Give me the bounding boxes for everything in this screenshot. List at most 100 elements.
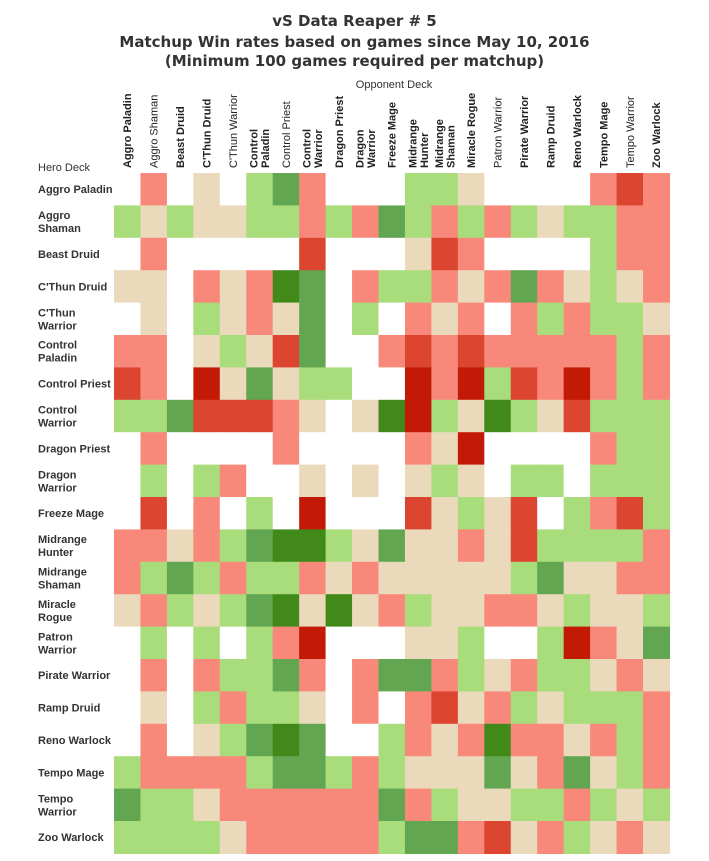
heatmap-cell (352, 821, 380, 854)
heatmap-cell (378, 205, 406, 239)
heatmap-cell (510, 821, 538, 854)
heatmap-cell (537, 788, 565, 822)
heatmap-cell (616, 205, 644, 239)
heatmap-cell (325, 497, 353, 530)
heatmap-cell (643, 367, 671, 401)
heatmap-cell (590, 626, 618, 660)
heatmap-cell (563, 788, 591, 822)
heatmap-cell (193, 723, 221, 757)
heatmap-cell (457, 723, 485, 757)
heatmap-cell (510, 561, 538, 595)
column-label: Warrior (366, 129, 378, 168)
column-label: Dragon Priest (334, 96, 346, 168)
heatmap-cell (272, 270, 300, 304)
heatmap-cell (166, 723, 194, 757)
heatmap-cell (590, 367, 618, 401)
heatmap-cell (404, 756, 432, 790)
heatmap-cell (166, 821, 194, 854)
heatmap-cell (325, 432, 353, 466)
heatmap-cell (219, 626, 247, 660)
heatmap-cell (193, 367, 221, 401)
heatmap-cell (484, 659, 512, 692)
heatmap-cell (378, 756, 406, 790)
heatmap-cell (457, 335, 485, 368)
heatmap-cell (166, 367, 194, 401)
heatmap-cell (590, 756, 618, 790)
heatmap-cell (193, 626, 221, 660)
heatmap-cell (431, 561, 459, 595)
heatmap-cell (563, 561, 591, 595)
heatmap-cell (484, 561, 512, 595)
heatmap-cell (537, 367, 565, 401)
heatmap-cell (352, 626, 380, 660)
heatmap-cell (193, 529, 221, 563)
heatmap-cell (484, 335, 512, 368)
heatmap-cell (484, 432, 512, 466)
heatmap-cell (272, 821, 300, 854)
heatmap-cell (140, 335, 168, 368)
heatmap-cell (378, 335, 406, 368)
heatmap-cell (431, 529, 459, 563)
heatmap-cell (563, 237, 591, 271)
heatmap-cell (219, 561, 247, 595)
row-label: Warrior (38, 418, 77, 430)
heatmap-cell (643, 432, 671, 466)
heatmap-cell (643, 821, 671, 854)
heatmap-cell (378, 691, 406, 725)
heatmap-cell (140, 399, 168, 433)
heatmap-cell (272, 788, 300, 822)
heatmap-cell (325, 237, 353, 271)
heatmap-cell (431, 594, 459, 628)
heatmap-cell (563, 723, 591, 757)
row-label: Control (38, 340, 77, 352)
heatmap-cell (616, 237, 644, 271)
heatmap-cell (537, 432, 565, 466)
row-label: Freeze Mage (38, 508, 104, 520)
heatmap-cell (378, 561, 406, 595)
heatmap-cell (246, 788, 274, 822)
heatmap-cell (404, 205, 432, 239)
heatmap-cell (246, 626, 274, 660)
heatmap-cell (193, 173, 221, 206)
heatmap-cell (378, 302, 406, 336)
column-label: Midrange (434, 119, 446, 168)
heatmap-cell (431, 399, 459, 433)
heatmap-cell (140, 367, 168, 401)
heatmap-cell (643, 756, 671, 790)
heatmap-cell (431, 497, 459, 530)
heatmap-cell (272, 723, 300, 757)
heatmap-cell (140, 529, 168, 563)
heatmap-cell (563, 821, 591, 854)
heatmap-cell (616, 302, 644, 336)
heatmap-cell (140, 788, 168, 822)
heatmap-cell (114, 367, 142, 401)
heatmap-cell (457, 529, 485, 563)
heatmap-cell (378, 529, 406, 563)
heatmap-cell (166, 626, 194, 660)
heatmap-cell (166, 302, 194, 336)
heatmap-cell (325, 659, 353, 692)
heatmap-cell (643, 594, 671, 628)
heatmap-cell (643, 302, 671, 336)
row-label: Control Priest (38, 379, 111, 391)
heatmap-cell (193, 659, 221, 692)
heatmap-cell (140, 659, 168, 692)
heatmap-cell (114, 659, 142, 692)
heatmap-cell (352, 367, 380, 401)
heatmap-cell (431, 205, 459, 239)
heatmap-cell (590, 464, 618, 498)
heatmap-cell (140, 723, 168, 757)
heatmap-cell (563, 594, 591, 628)
heatmap-cell (484, 399, 512, 433)
heatmap-cell (272, 497, 300, 530)
column-label: Patron Warrior (493, 97, 505, 168)
heatmap-cell (590, 302, 618, 336)
row-label: Ramp Druid (38, 703, 100, 715)
heatmap-cell (378, 399, 406, 433)
heatmap-cell (246, 529, 274, 563)
heatmap-cell (484, 594, 512, 628)
heatmap-cell (299, 335, 327, 368)
heatmap-cell (643, 788, 671, 822)
heatmap-cell (537, 173, 565, 206)
